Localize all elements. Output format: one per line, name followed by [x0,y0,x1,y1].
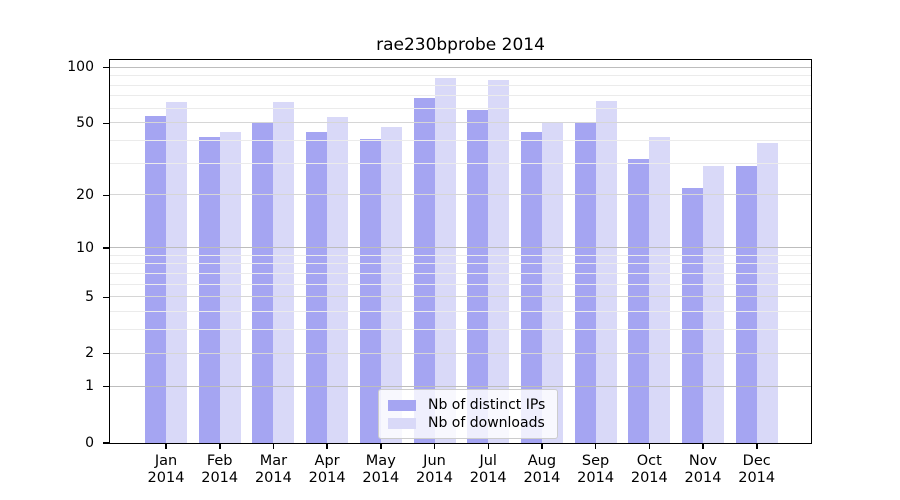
x-tick-label-jun: Jun 2014 [416,453,453,486]
bar-downloads-feb [219,131,241,443]
x-tick-mark-mar [272,444,275,449]
x-tick-mark-dec [756,444,758,449]
gridline-60 [110,107,811,109]
gridline-30 [110,162,811,164]
bar-downloads-aug [541,121,563,443]
gridline-9 [110,254,811,256]
x-tick-label-apr: Apr 2014 [308,453,346,486]
gridline-5 [110,296,811,298]
chart-title: rae230bprobe 2014 [376,35,545,55]
legend-swatch-distinct-ips-icon [388,399,416,411]
x-tick-mark-oct [648,444,650,449]
x-tick-label-mar: Mar 2014 [254,453,292,486]
bar-distinct-ips-jan [145,115,166,443]
bar-distinct-ips-mar [252,121,274,443]
gridline-20 [110,194,811,196]
y-tick-label-0: 0 [85,434,94,451]
gridline-90 [110,75,811,77]
gridline-8 [110,263,811,265]
x-tick-label-may: May 2014 [362,453,400,486]
y-tick-label-10: 10 [76,239,94,256]
y-tick-mark-20 [103,194,109,197]
gridline-70 [110,95,811,97]
x-tick-label-sep: Sep 2014 [577,453,615,486]
x-tick-mark-jul [487,444,489,449]
gridline-3 [110,329,811,331]
x-tick-mark-may [380,444,382,449]
x-tick-mark-aug [541,444,543,449]
x-tick-mark-sep [594,444,597,449]
y-tick-mark-2 [103,352,109,355]
gridline-10 [110,247,811,248]
y-tick-mark-5 [103,296,109,298]
gridline-4 [110,311,811,313]
gridline-40 [110,140,811,141]
bar-distinct-ips-oct [628,158,650,443]
bar-distinct-ips-jul [467,110,489,443]
y-tick-label-20: 20 [76,186,94,203]
gridline-100 [110,66,811,68]
bar-downloads-apr [327,117,349,443]
y-axis: 100 50 20 10 5 2 1 0 [0,59,110,451]
bar-downloads-dec [756,143,778,443]
gridline-6 [110,283,811,285]
bar-downloads-sep [595,101,617,443]
x-tick-mark-jan [165,444,167,449]
bar-downloads-nov [703,166,724,443]
y-tick-label-50: 50 [76,114,94,131]
x-axis: Jan 2014 Feb 2014 Mar 2014 Apr 2014 May 2014 Jun 20… [110,443,811,493]
legend-label-distinct-ips: Nb of distinct IPs [428,397,546,413]
y-tick-label-2: 2 [85,345,94,362]
y-tick-mark-10 [103,247,109,249]
x-tick-label-feb: Feb 2014 [201,453,239,486]
x-tick-label-jul: Jul 2014 [469,453,507,486]
bar-downloads-jan [166,102,187,443]
bar-downloads-may [380,126,402,443]
legend-swatch-downloads-icon [388,417,416,429]
y-tick-mark-50 [103,122,109,124]
gridline-2 [110,352,811,354]
bar-downloads-jun [434,78,456,443]
gridline-7 [110,272,811,274]
bar-distinct-ips-apr [306,131,328,443]
x-tick-label-nov: Nov 2014 [684,453,722,486]
bar-distinct-ips-aug [520,131,542,443]
bar-distinct-ips-feb [198,137,220,443]
gridline-50 [110,122,811,124]
x-tick-label-jan: Jan 2014 [147,453,185,486]
x-tick-mark-jun [433,444,436,449]
y-tick-mark-1 [103,385,109,388]
x-tick-mark-apr [326,444,328,449]
x-tick-mark-feb [219,444,221,449]
x-tick-mark-nov [702,444,704,449]
legend-item-distinct-ips: Nb of distinct IPs [388,396,545,414]
bar-distinct-ips-dec [735,166,757,443]
x-tick-label-dec: Dec 2014 [738,453,776,486]
bar-distinct-ips-sep [574,121,596,443]
y-tick-mark-0 [103,442,109,444]
bar-distinct-ips-nov [682,188,703,443]
bar-downloads-oct [649,137,671,443]
gridline-80 [110,84,811,86]
y-tick-label-100: 100 [67,59,94,76]
bar-distinct-ips-may [359,139,381,443]
plot-area: Nb of distinct IPs Nb of downloads [109,59,812,444]
y-tick-label-5: 5 [85,288,94,305]
legend-item-downloads: Nb of downloads [388,414,545,432]
bar-downloads-jul [488,79,510,443]
y-tick-mark-100 [103,66,109,69]
x-tick-label-oct: Oct 2014 [630,453,668,486]
legend: Nb of distinct IPs Nb of downloads [378,389,559,439]
gridline-1 [110,385,811,387]
y-tick-label-1: 1 [85,378,94,395]
bar-downloads-mar [273,102,295,443]
legend-label-downloads: Nb of downloads [428,415,545,431]
x-tick-label-aug: Aug 2014 [523,453,561,486]
bar-distinct-ips-jun [413,97,435,443]
